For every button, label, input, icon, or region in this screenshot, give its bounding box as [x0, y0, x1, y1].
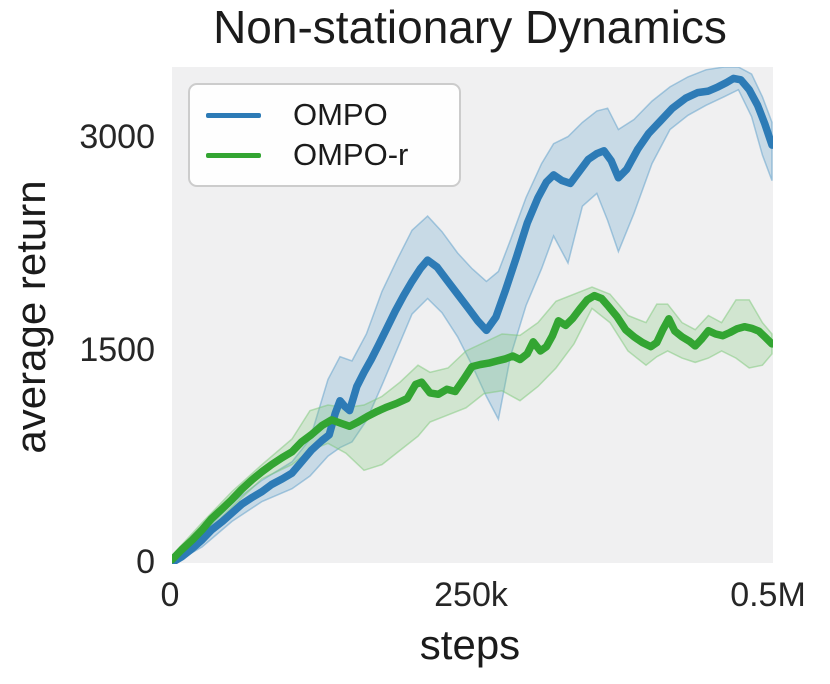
line-OMPO: [172, 74, 773, 564]
plot-area: [172, 67, 773, 564]
x-axis-label: steps: [419, 621, 521, 668]
x-tick-0: 0: [160, 576, 180, 614]
legend-line-swatch-ompo-r: [206, 152, 261, 158]
line-OMPO-r: [172, 291, 773, 564]
y-tick-0: 0: [136, 543, 155, 581]
x-tick-0-5m: 0.5M: [730, 576, 806, 614]
x-tick-250k: 250k: [434, 576, 508, 614]
legend-entry-ompo-r: OMPO-r: [206, 135, 443, 175]
y-tick-1500: 1500: [79, 331, 155, 369]
legend-line-swatch-ompo: [206, 112, 261, 118]
legend-label-ompo-r: OMPO-r: [293, 137, 409, 172]
legend-entry-ompo: OMPO: [206, 95, 443, 135]
band-OMPO-r: [172, 286, 773, 564]
y-axis-label: average return: [7, 180, 54, 454]
chart-title: Non-stationary Dynamics: [213, 1, 727, 53]
legend: OMPO OMPO-r: [188, 83, 461, 187]
y-tick-3000: 3000: [79, 118, 155, 156]
legend-label-ompo: OMPO: [293, 97, 388, 132]
